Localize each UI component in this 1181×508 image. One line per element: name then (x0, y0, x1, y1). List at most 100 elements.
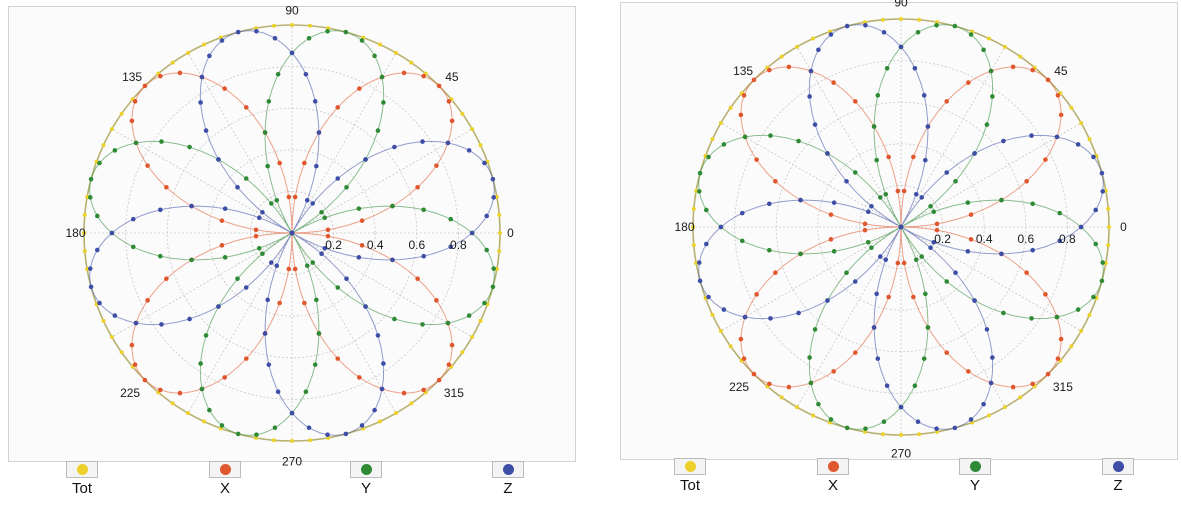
point-x (862, 227, 868, 233)
point-x (934, 221, 940, 227)
point-tot (779, 395, 784, 400)
point-x (1043, 157, 1048, 162)
point-y (869, 245, 874, 251)
point-y (696, 189, 702, 194)
point-x (1010, 384, 1016, 390)
radial-tick-label: 0.8 (1059, 232, 1076, 246)
point-z (1099, 170, 1105, 176)
point-z (828, 32, 834, 37)
point-y (915, 29, 921, 35)
point-y (88, 176, 94, 182)
point-x (243, 105, 249, 110)
point-tot (795, 44, 799, 49)
radial-tick-label: 0.8 (450, 238, 467, 252)
point-y (928, 203, 933, 209)
point-y (1075, 307, 1081, 312)
point-x (132, 362, 138, 367)
point-tot (1079, 329, 1084, 333)
point-z (928, 245, 933, 251)
legend-item-x[interactable]: X (803, 458, 863, 494)
series-z (696, 22, 1106, 432)
angle-label-90: 90 (285, 4, 299, 18)
point-x (1045, 77, 1051, 83)
point-y (222, 255, 228, 260)
grid-spoke (720, 226, 902, 332)
angle-label-315: 315 (1053, 380, 1073, 394)
point-x (968, 212, 974, 217)
legend-item-tot[interactable]: Tot (52, 461, 112, 497)
angle-label-315: 315 (444, 386, 464, 400)
point-y (219, 423, 225, 428)
point-z (306, 425, 312, 431)
right-polar-chart: 0.2 0.4 0.6 0.8 0 45 90 135 180 225 270 315 (675, 0, 1128, 460)
point-x (164, 276, 169, 282)
point-z (825, 298, 830, 303)
point-x (401, 390, 407, 396)
point-y (1100, 260, 1106, 265)
point-z (219, 38, 225, 43)
point-x (831, 369, 836, 374)
legend-item-z[interactable]: Z (478, 461, 538, 497)
point-y (266, 99, 272, 104)
point-z (952, 425, 958, 431)
point-x (1043, 292, 1048, 297)
point-z (319, 251, 324, 257)
point-z (335, 176, 341, 181)
point-x (754, 292, 759, 297)
point-y (831, 249, 837, 254)
point-tot (119, 111, 124, 116)
point-z (94, 247, 100, 253)
point-z (965, 249, 971, 254)
point-z (390, 257, 395, 263)
angle-label-180: 180 (675, 220, 695, 234)
angle-label-90: 90 (894, 0, 908, 10)
point-z (718, 224, 724, 230)
legend-item-z[interactable]: Z (1088, 458, 1148, 494)
point-z (260, 209, 265, 215)
point-tot (986, 413, 991, 418)
point-tot (811, 36, 816, 41)
point-x (786, 64, 792, 70)
legend-swatch-tot (674, 458, 706, 475)
point-tot (377, 42, 382, 47)
point-z (316, 130, 322, 135)
legend-item-x[interactable]: X (195, 461, 255, 497)
legend-item-tot[interactable]: Tot (660, 458, 720, 494)
point-z (133, 320, 139, 326)
point-y (112, 148, 118, 153)
grid-spoke (111, 232, 293, 338)
point-y (189, 257, 194, 263)
point-z (222, 206, 228, 211)
point-tot (460, 350, 465, 355)
point-x (1010, 64, 1016, 70)
point-z (768, 316, 773, 321)
point-z (372, 407, 377, 413)
point-x (222, 375, 227, 380)
point-tot (691, 206, 696, 211)
point-tot (880, 432, 885, 437)
point-x (253, 227, 259, 233)
point-y (379, 74, 385, 80)
point-y (356, 206, 362, 211)
grid-spoke (111, 128, 293, 234)
point-x (292, 194, 298, 200)
point-z (1029, 133, 1034, 138)
point-y (767, 247, 772, 253)
radial-tick-label: 0.6 (408, 238, 425, 252)
legend-swatch-x (817, 458, 849, 475)
point-x (944, 350, 950, 355)
point-y (828, 417, 834, 422)
point-z (1100, 189, 1106, 194)
point-tot (377, 419, 382, 424)
point-x (421, 73, 426, 79)
legend-item-y[interactable]: Y (945, 458, 1005, 494)
point-x (1045, 371, 1051, 377)
legend-dot-y (969, 461, 981, 472)
point-tot (394, 50, 398, 55)
point-tot (1106, 243, 1111, 248)
legend-item-y[interactable]: Y (336, 461, 396, 497)
point-x (359, 243, 365, 248)
point-z (448, 244, 454, 250)
point-y (884, 65, 890, 71)
point-y (1099, 278, 1105, 284)
